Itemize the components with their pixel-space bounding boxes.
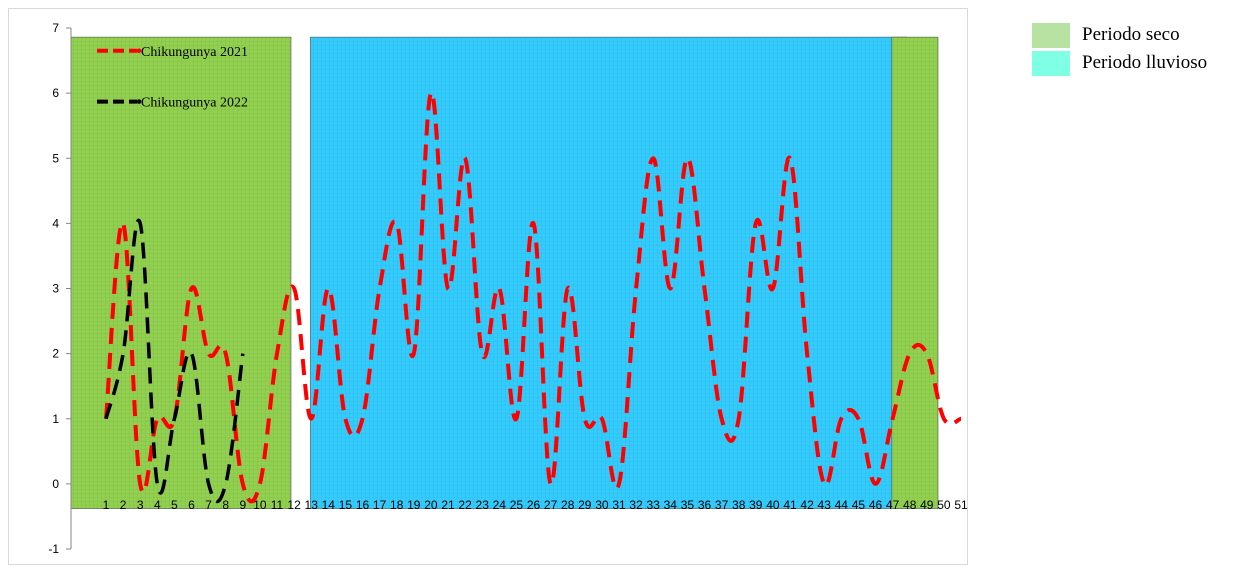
x-tick-label: 7 xyxy=(205,498,212,512)
x-tick-label: 35 xyxy=(681,498,695,512)
x-tick-label: 20 xyxy=(424,498,438,512)
x-tick-label: 47 xyxy=(886,498,900,512)
x-tick-label: 19 xyxy=(407,498,421,512)
x-tick-label: 16 xyxy=(356,498,370,512)
x-tick-label: 3 xyxy=(137,498,144,512)
x-tick-label: 41 xyxy=(783,498,797,512)
legend-label-2021: Chikungunya 2021 xyxy=(141,45,248,60)
x-tick-label: 43 xyxy=(818,498,832,512)
x-tick-label: 36 xyxy=(698,498,712,512)
y-tick-label: 3 xyxy=(52,282,59,296)
legend-label-rainy: Periodo lluvioso xyxy=(1082,52,1208,73)
y-tick-label: 1 xyxy=(52,412,59,426)
x-tick-label: 1 xyxy=(103,498,110,512)
legend-label-2022: Chikungunya 2022 xyxy=(141,96,248,111)
legend-marker xyxy=(136,48,142,54)
x-tick-label: 49 xyxy=(920,498,934,512)
x-tick-label: 46 xyxy=(869,498,883,512)
x-tick-label: 39 xyxy=(749,498,763,512)
x-tick-label: 14 xyxy=(322,498,336,512)
x-tick-label: 44 xyxy=(835,498,849,512)
x-tick-label: 31 xyxy=(612,498,626,512)
x-tick-label: 23 xyxy=(476,498,490,512)
x-tick-label: 45 xyxy=(852,498,866,512)
x-tick-label: 26 xyxy=(527,498,541,512)
x-tick-label: 51 xyxy=(954,498,967,512)
y-tick-label: 6 xyxy=(52,86,59,100)
chart-area: -1 0 1 2 3 4 5 6 7 1 2 3 4 5 6 7 8 9 10 11 12 13 14 15 16 17 18 19 2… xyxy=(8,8,968,565)
x-tick-label: 34 xyxy=(664,498,678,512)
x-tick-label: 21 xyxy=(441,498,455,512)
x-tick-label: 29 xyxy=(578,498,592,512)
legend-marker xyxy=(136,99,142,104)
x-tick-label: 42 xyxy=(800,498,814,512)
y-tick-label: 5 xyxy=(52,151,59,165)
x-tick-label: 38 xyxy=(732,498,746,512)
x-tick-label: 5 xyxy=(171,498,178,512)
series xyxy=(104,91,962,504)
period-bands xyxy=(70,36,939,509)
period-legend: Periodo seco Periodo lluvioso xyxy=(1032,22,1207,78)
x-tick-label: 24 xyxy=(493,498,507,512)
x-tick-label: 18 xyxy=(390,498,404,512)
x-tick-label: 13 xyxy=(305,498,319,512)
x-tick-label: 48 xyxy=(903,498,917,512)
x-tick-label: 2 xyxy=(120,498,127,512)
x-tick-label: 37 xyxy=(715,498,729,512)
x-tick-label: 17 xyxy=(373,498,387,512)
legend-item-rainy: Periodo lluvioso xyxy=(1032,50,1207,76)
y-tick-label: 7 xyxy=(52,21,59,35)
x-tick-label: 4 xyxy=(154,498,161,512)
x-tick-label: 30 xyxy=(595,498,609,512)
x-tick-label: 15 xyxy=(339,498,353,512)
y-tick-label: 4 xyxy=(52,216,59,230)
inner-legend: Chikungunya 2021 Chikungunya 2022 xyxy=(97,45,248,111)
x-tick-label: 32 xyxy=(629,498,643,512)
x-tick-label: 40 xyxy=(766,498,780,512)
y-tick-label: -1 xyxy=(48,542,59,556)
legend-label-dry: Periodo seco xyxy=(1082,24,1180,45)
x-tick-label: 9 xyxy=(239,498,246,512)
dry-period-band-hatch xyxy=(71,37,291,509)
y-tick-label: 0 xyxy=(52,477,59,491)
dry-period-band-hatch xyxy=(891,37,938,509)
rainy-period-band-hatch xyxy=(310,37,907,509)
x-tick-label: 27 xyxy=(544,498,558,512)
x-tick-label: 12 xyxy=(287,498,301,512)
series-chikungunya-2021-line xyxy=(104,91,962,504)
x-tick-label: 28 xyxy=(561,498,575,512)
series-chikungunya-2022-line xyxy=(104,218,245,504)
legend-item-dry: Periodo seco xyxy=(1032,22,1207,48)
x-tick-label: 10 xyxy=(253,498,267,512)
legend-swatch-rainy xyxy=(1032,50,1070,76)
x-tick-label: 25 xyxy=(510,498,524,512)
y-tick-label: 2 xyxy=(52,347,59,361)
x-tick-label: 33 xyxy=(647,498,661,512)
x-tick-label: 22 xyxy=(458,498,472,512)
x-tick-label: 8 xyxy=(222,498,229,512)
legend-swatch-dry xyxy=(1032,22,1070,48)
x-tick-label: 6 xyxy=(188,498,195,512)
x-tick-label: 11 xyxy=(271,498,284,512)
x-tick-label: 50 xyxy=(937,498,951,512)
